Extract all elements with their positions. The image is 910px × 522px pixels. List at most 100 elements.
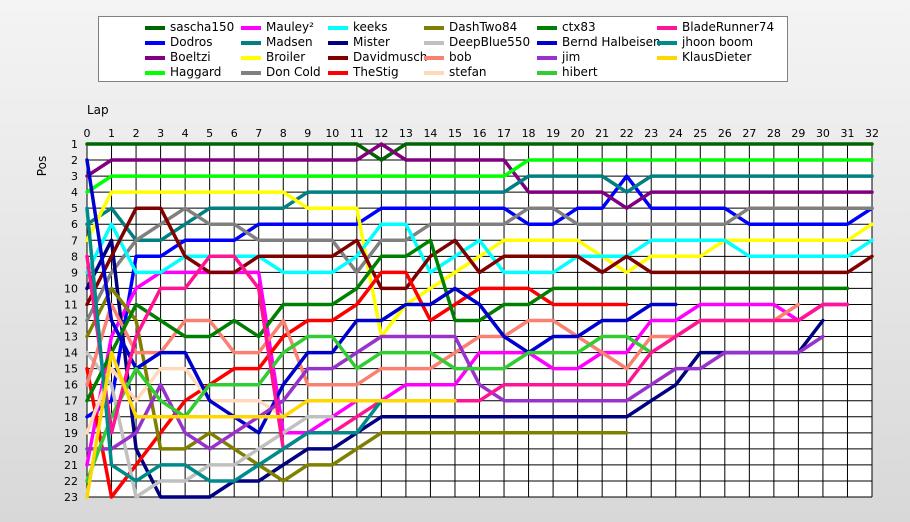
x-tick-label: 2 [133, 127, 140, 140]
x-tick-label: 30 [816, 127, 830, 140]
x-tick-label: 5 [206, 127, 213, 140]
legend-label: Don Cold [266, 65, 321, 79]
series-line-mister [85, 238, 825, 499]
legend-label: jim [562, 50, 581, 64]
y-tick-label: 9 [71, 266, 78, 279]
series-line-sascha150 [85, 142, 874, 162]
legend-label: Haggard [170, 65, 222, 79]
series-line-hibert [85, 334, 653, 483]
series-line-bob [85, 302, 801, 387]
series-line-broiler [85, 190, 874, 339]
x-tick-label: 16 [473, 127, 487, 140]
x-tick-label: 11 [350, 127, 364, 140]
y-tick-label: 12 [64, 315, 78, 328]
x-tick-label: 10 [325, 127, 339, 140]
x-tick-label: 1 [108, 127, 115, 140]
legend-label: hibert [562, 65, 598, 79]
x-tick-label: 27 [742, 127, 756, 140]
series-line-dodros [85, 174, 874, 419]
series-line-davidmusch [85, 206, 874, 307]
legend-swatch [657, 56, 677, 60]
x-tick-label: 25 [693, 127, 707, 140]
legend-label: DeepBlue550 [449, 35, 531, 49]
x-tick-label: 18 [522, 127, 536, 140]
legend-label: Madsen [266, 35, 313, 49]
y-tick-label: 3 [71, 170, 78, 183]
legend-label: Broiler [266, 50, 306, 64]
x-tick-label: 19 [546, 127, 560, 140]
legend-swatch [241, 41, 261, 45]
x-tick-label: 23 [644, 127, 658, 140]
grid [86, 143, 873, 498]
y-tick-label: 14 [64, 347, 78, 360]
legend-swatch [328, 56, 348, 60]
legend-swatch [537, 26, 557, 30]
x-tick-label: 13 [399, 127, 413, 140]
y-tick-label: 21 [64, 459, 78, 472]
x-tick-label: 3 [157, 127, 164, 140]
legend-label: Mister [353, 35, 390, 49]
legend-label: Dodros [170, 35, 213, 49]
legend-swatch [537, 71, 557, 75]
series-line-mauley- [85, 270, 850, 467]
legend-label: DashTwo84 [449, 20, 518, 34]
legend-swatch [145, 56, 165, 60]
series-line-bernd-halbeisen [85, 158, 678, 435]
series-line-keeks [85, 222, 874, 275]
legend-swatch [424, 71, 444, 75]
x-tick-label: 0 [84, 127, 91, 140]
x-tick-label: 26 [718, 127, 732, 140]
y-tick-label: 7 [71, 234, 78, 247]
y-tick-label: 23 [64, 491, 78, 504]
legend-swatch [241, 26, 261, 30]
series-line-don-cold [85, 206, 874, 323]
x-axis-title: Lap [87, 103, 109, 117]
legend-label: TheStig [353, 65, 399, 79]
y-tick-label: 19 [64, 427, 78, 440]
x-tick-label: 21 [595, 127, 609, 140]
legend-label: Mauley² [266, 20, 314, 34]
y-tick-label: 22 [64, 475, 78, 488]
legend-label: bob [449, 50, 472, 64]
legend-swatch [657, 41, 677, 45]
series-line-klausdieter [85, 350, 457, 499]
legend-label: Bernd Halbeisen [562, 35, 661, 49]
series-line-dashtwo84 [85, 286, 629, 483]
series-line-thestig [85, 270, 629, 499]
legend-label: stefan [449, 65, 487, 79]
y-tick-label: 6 [71, 218, 78, 231]
x-tick-label: 24 [669, 127, 683, 140]
x-tick-label: 31 [840, 127, 854, 140]
x-tick-label: 6 [231, 127, 238, 140]
y-tick-label: 13 [64, 331, 78, 344]
series-group [85, 142, 874, 499]
legend-swatch [424, 41, 444, 45]
y-tick-label: 18 [64, 411, 78, 424]
legend-label: Boeltzi [170, 50, 211, 64]
x-tick-label: 8 [280, 127, 287, 140]
x-tick-label: 12 [374, 127, 388, 140]
x-tick-label: 22 [620, 127, 634, 140]
plot-background [87, 144, 872, 497]
legend-swatch [145, 71, 165, 75]
x-tick-label: 9 [304, 127, 311, 140]
series-line-stefan [85, 366, 286, 435]
x-tick-label: 15 [448, 127, 462, 140]
x-tick-label: 4 [182, 127, 189, 140]
series-line-deepblue550 [85, 350, 335, 499]
x-tick-label: 7 [255, 127, 262, 140]
y-tick-label: 15 [64, 363, 78, 376]
x-tick-label: 28 [767, 127, 781, 140]
legend-swatch [241, 56, 261, 60]
series-line-ctx83 [85, 238, 850, 403]
y-tick-label: 8 [71, 250, 78, 263]
legend: sascha150 Dodros Boeltzi Haggard Mauley² Mads… [98, 16, 788, 82]
x-tick-label: 32 [865, 127, 879, 140]
series-line-madsen [85, 174, 874, 243]
x-tick-label: 29 [791, 127, 805, 140]
y-tick-label: 1 [71, 138, 78, 151]
y-tick-label: 10 [64, 282, 78, 295]
y-tick-label: 17 [64, 395, 78, 408]
series-line-jim [85, 334, 825, 451]
